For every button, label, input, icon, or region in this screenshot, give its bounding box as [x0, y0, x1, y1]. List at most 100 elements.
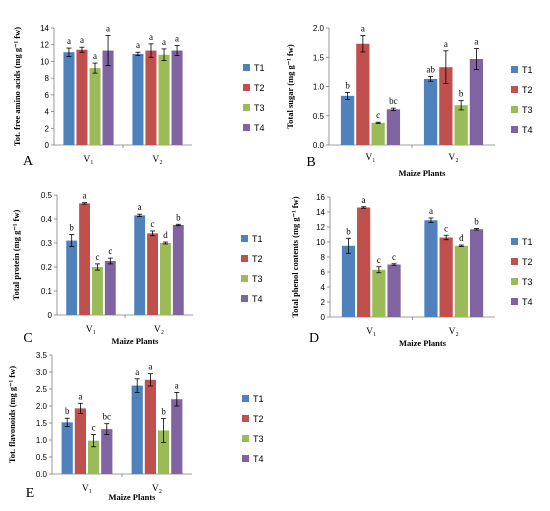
legend-swatch-T3 — [242, 435, 249, 442]
y-axis-label: Tot. free amino acids (mg g⁻¹ fw) — [12, 27, 22, 146]
y-tick-label: 0.5 — [36, 453, 48, 462]
significance-letter: a — [135, 367, 139, 377]
y-axis-label: Tot. flavonoids (mg g⁻¹ fw) — [7, 366, 17, 463]
y-tick-label: 3.5 — [36, 351, 48, 360]
bar-T1 — [132, 53, 144, 145]
bar-T2 — [74, 408, 86, 474]
bar-T1 — [134, 215, 146, 315]
significance-letter: a — [444, 39, 448, 49]
significance-letter: b — [161, 407, 166, 417]
y-tick-label: 2 — [45, 124, 50, 133]
panel-letter: A — [23, 154, 34, 169]
legend-label: T4 — [253, 454, 264, 464]
x-category-label: V₁ — [82, 484, 92, 494]
bar-T4 — [171, 399, 183, 474]
bar-T3 — [454, 105, 468, 145]
legend-swatch-T1 — [511, 66, 518, 73]
y-tick-label: 0 — [48, 311, 53, 320]
significance-letter: a — [83, 191, 87, 201]
y-tick-label: 1.0 — [313, 83, 325, 92]
bar-T4 — [171, 50, 183, 145]
bar-T3 — [160, 243, 171, 315]
legend-swatch-T3 — [511, 278, 518, 285]
legend-swatch-T2 — [243, 84, 250, 91]
legend-label: T3 — [253, 434, 264, 444]
y-tick-label: 0.1 — [41, 287, 53, 296]
legend-swatch-T2 — [242, 415, 249, 422]
legend-swatch-T2 — [511, 86, 518, 93]
panel-letter: B — [306, 155, 315, 170]
bar-T3 — [371, 122, 385, 145]
significance-letter: a — [78, 391, 82, 401]
legend-label: T1 — [253, 394, 264, 404]
bar-T3 — [372, 269, 386, 317]
y-tick-label: 1.5 — [313, 53, 325, 62]
legend-label: T4 — [252, 294, 263, 304]
legend-swatch-T1 — [241, 235, 248, 242]
y-tick-label: 0.0 — [36, 470, 48, 479]
significance-letter: d — [163, 230, 168, 240]
legend-swatch-T4 — [511, 298, 518, 305]
legend-label: T3 — [252, 274, 263, 284]
bar-T3 — [88, 440, 100, 474]
y-tick-label: 12 — [316, 223, 325, 232]
significance-letter: d — [459, 233, 464, 243]
y-axis-label: Total sugar (mg g⁻¹ fw) — [285, 44, 295, 129]
significance-letter: c — [92, 423, 96, 433]
bar-T2 — [145, 50, 157, 145]
bar-T1 — [341, 245, 356, 317]
significance-letter: a — [429, 206, 433, 216]
y-tick-label: 14 — [316, 208, 325, 217]
y-tick-label: 12 — [40, 41, 49, 50]
y-tick-label: 14 — [40, 24, 49, 33]
significance-letter: bc — [103, 412, 112, 422]
bar-T2 — [76, 49, 88, 145]
legend-swatch-T1 — [511, 238, 518, 245]
y-tick-label: 0.5 — [41, 191, 53, 200]
significance-letter: a — [106, 24, 110, 34]
legend-label: T1 — [254, 63, 265, 73]
y-tick-label: 0 — [321, 313, 326, 322]
y-tick-label: 2.0 — [313, 24, 325, 33]
bar-T3 — [454, 245, 468, 317]
x-category-label: V₂ — [449, 327, 459, 337]
x-axis-label: Maize Plants — [399, 338, 447, 348]
legend-swatch-T2 — [241, 255, 248, 262]
bar-T4 — [101, 429, 113, 474]
significance-letter: bc — [389, 96, 398, 106]
legend-swatch-T1 — [243, 64, 250, 71]
panel-letter: D — [309, 331, 319, 346]
legend-label: T2 — [522, 257, 533, 267]
bar-T1 — [66, 240, 78, 315]
bar-T1 — [340, 95, 355, 145]
significance-letter: a — [138, 202, 142, 212]
panel-letter: C — [23, 331, 32, 346]
y-tick-label: 2.5 — [36, 385, 48, 394]
legend-label: T2 — [252, 254, 263, 264]
y-tick-label: 2.0 — [36, 402, 48, 411]
legend-label: T3 — [522, 105, 533, 115]
y-tick-label: 10 — [316, 238, 325, 247]
significance-letter: a — [80, 35, 84, 45]
legend-label: T4 — [522, 125, 533, 135]
y-tick-label: 1.0 — [36, 436, 48, 445]
bar-T4 — [469, 59, 484, 145]
legend-swatch-T4 — [242, 455, 249, 462]
legend-swatch-T3 — [241, 275, 248, 282]
panel-letter: E — [26, 486, 35, 501]
y-tick-label: 0.4 — [41, 215, 53, 224]
significance-letter: a — [175, 34, 179, 44]
bar-T2 — [144, 379, 156, 474]
significance-letter: a — [148, 362, 152, 372]
x-category-label: V₂ — [152, 484, 162, 494]
y-axis-label: Total phenol contents (mg g⁻¹ fw) — [290, 196, 300, 317]
bar-T1 — [423, 78, 438, 145]
legend-label: T2 — [253, 414, 264, 424]
legend-swatch-T1 — [242, 395, 249, 402]
significance-letter: c — [151, 219, 155, 229]
legend-label: T4 — [522, 297, 533, 307]
y-tick-label: 6 — [45, 91, 50, 100]
bar-T2 — [439, 237, 453, 317]
